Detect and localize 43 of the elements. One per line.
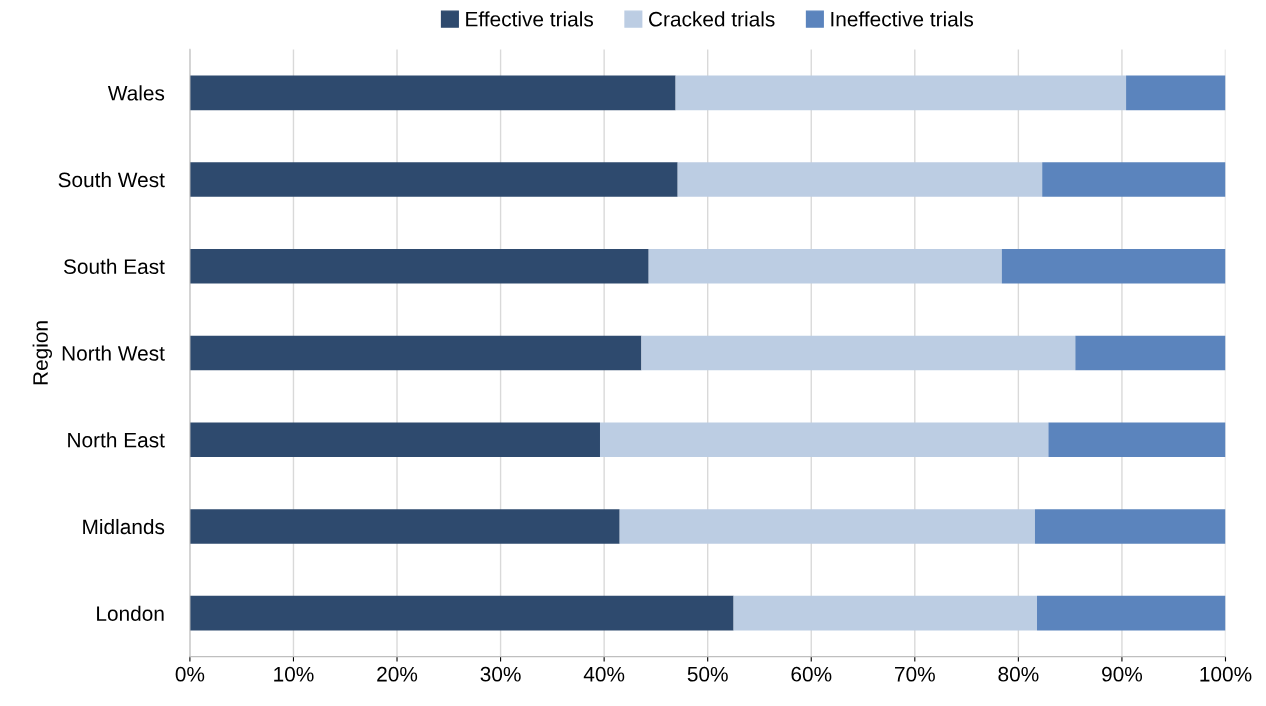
legend-label: Ineffective trials (831, 11, 974, 27)
y-tick-label: North West (62, 345, 165, 361)
x-tick-label: 30% (480, 666, 521, 682)
bar (733, 595, 1038, 631)
bar (1075, 335, 1226, 371)
x-tick-label: 40% (583, 666, 625, 682)
y-tick-label: London (97, 605, 164, 621)
bar (619, 509, 1035, 544)
x-tick-label: 0% (175, 666, 205, 682)
bar (1001, 248, 1226, 284)
x-tick-label: 20% (377, 666, 418, 682)
y-tick-label: South East (63, 258, 165, 275)
bar (189, 75, 676, 111)
legend-label: Cracked trials (649, 11, 775, 27)
bar (599, 422, 1049, 458)
bar (1126, 75, 1226, 111)
x-tick-label: 10% (274, 666, 314, 682)
y-tick-label: Wales (107, 85, 165, 101)
bar (189, 422, 600, 458)
x-tick-label: 90% (1102, 666, 1143, 682)
bar (648, 248, 1002, 284)
bar (677, 162, 1043, 197)
y-axis-title: Region (32, 321, 53, 385)
x-tick-label: 100% (1200, 666, 1252, 682)
bar (641, 335, 1076, 371)
x-tick-label: 70% (895, 666, 935, 682)
y-tick-label: South West (58, 171, 165, 188)
bar (189, 595, 734, 631)
bar (189, 162, 678, 197)
bar (1042, 162, 1226, 197)
legend-label: Effective trials (466, 11, 594, 27)
x-tick-label: 60% (791, 666, 832, 682)
y-tick-label: North East (68, 432, 165, 448)
bar (189, 335, 642, 371)
x-tick-label: 50% (687, 666, 728, 682)
y-tick-label: Midlands (83, 518, 165, 535)
bar (1048, 422, 1226, 458)
bar (1037, 595, 1226, 631)
x-tick-label: 80% (998, 666, 1039, 682)
bar (189, 248, 649, 284)
bar (1034, 509, 1226, 544)
bar (675, 75, 1127, 111)
bar (189, 509, 620, 544)
